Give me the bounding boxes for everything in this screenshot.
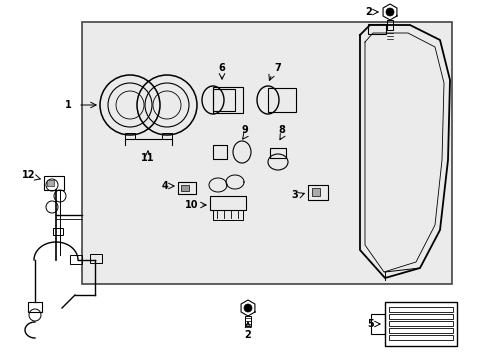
- Bar: [267, 88, 295, 112]
- Text: 10: 10: [184, 200, 198, 210]
- Text: 9: 9: [241, 125, 248, 135]
- Bar: [90, 254, 102, 263]
- Bar: [388, 321, 452, 326]
- Bar: [367, 24, 385, 34]
- Bar: [44, 176, 64, 190]
- Bar: [388, 335, 452, 340]
- Text: 6: 6: [218, 63, 225, 73]
- Bar: [28, 302, 42, 312]
- Bar: [370, 314, 384, 334]
- Bar: [213, 145, 226, 159]
- Circle shape: [244, 304, 251, 312]
- Bar: [213, 89, 235, 111]
- Text: 3: 3: [291, 190, 297, 200]
- Bar: [53, 228, 63, 235]
- Bar: [384, 302, 456, 346]
- Bar: [386, 20, 392, 30]
- Bar: [388, 307, 452, 312]
- Bar: [181, 185, 189, 191]
- Bar: [244, 316, 250, 326]
- Bar: [209, 196, 245, 210]
- Text: 8: 8: [278, 125, 285, 135]
- Text: 1: 1: [65, 100, 72, 110]
- Text: 12: 12: [21, 170, 35, 180]
- Text: 2: 2: [365, 7, 371, 17]
- Bar: [311, 188, 319, 196]
- Bar: [388, 314, 452, 319]
- Bar: [162, 133, 172, 139]
- Bar: [178, 182, 196, 194]
- Circle shape: [385, 8, 393, 16]
- Bar: [388, 328, 452, 333]
- Bar: [307, 185, 327, 200]
- Bar: [82, 22, 451, 284]
- Bar: [269, 148, 285, 158]
- Text: 2: 2: [244, 330, 251, 340]
- Text: 7: 7: [274, 63, 281, 73]
- Bar: [47, 180, 54, 186]
- Text: 5: 5: [366, 319, 373, 329]
- Bar: [213, 210, 243, 220]
- Bar: [213, 87, 243, 113]
- Bar: [125, 133, 135, 139]
- Text: 11: 11: [141, 153, 154, 163]
- Text: 4: 4: [161, 181, 168, 191]
- Bar: [70, 255, 82, 264]
